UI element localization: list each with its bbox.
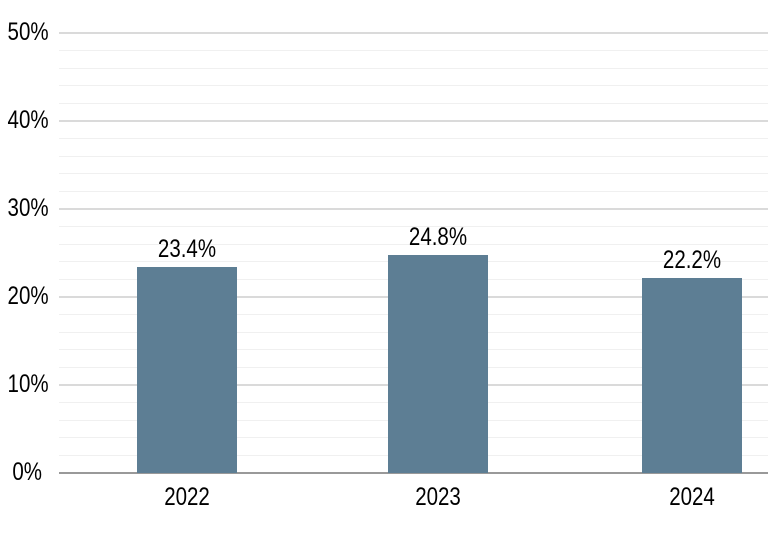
bar-2022 bbox=[137, 267, 237, 473]
x-tick-label-2024: 2024 bbox=[669, 483, 715, 511]
minor-gridline bbox=[59, 173, 768, 175]
x-tick-label-2023: 2023 bbox=[414, 483, 461, 511]
major-gridline bbox=[59, 208, 768, 210]
minor-gridline bbox=[59, 155, 768, 157]
minor-gridline bbox=[59, 67, 768, 69]
minor-gridline bbox=[59, 243, 768, 245]
bar-2023 bbox=[387, 254, 488, 473]
y-tick-label: 40% bbox=[7, 106, 49, 134]
x-axis-line bbox=[59, 472, 768, 474]
y-tick-label: 10% bbox=[7, 370, 49, 398]
x-tick-label-2022: 2022 bbox=[164, 483, 210, 511]
minor-gridline bbox=[59, 102, 768, 104]
major-gridline bbox=[59, 32, 768, 34]
major-gridline bbox=[59, 120, 768, 122]
data-label-2024: 22.2% bbox=[662, 245, 722, 274]
y-tick-label: 0% bbox=[12, 458, 42, 486]
data-label-2022: 23.4% bbox=[157, 235, 217, 264]
y-tick-label: 20% bbox=[7, 282, 49, 310]
y-tick-label: 50% bbox=[7, 18, 49, 46]
minor-gridline bbox=[59, 85, 768, 87]
minor-gridline bbox=[59, 190, 768, 192]
minor-gridline bbox=[59, 226, 768, 228]
bar-2024 bbox=[642, 277, 742, 473]
data-label-2023: 24.8% bbox=[408, 222, 467, 251]
minor-gridline bbox=[59, 138, 768, 140]
minor-gridline bbox=[59, 50, 768, 52]
y-tick-label: 30% bbox=[7, 194, 49, 222]
